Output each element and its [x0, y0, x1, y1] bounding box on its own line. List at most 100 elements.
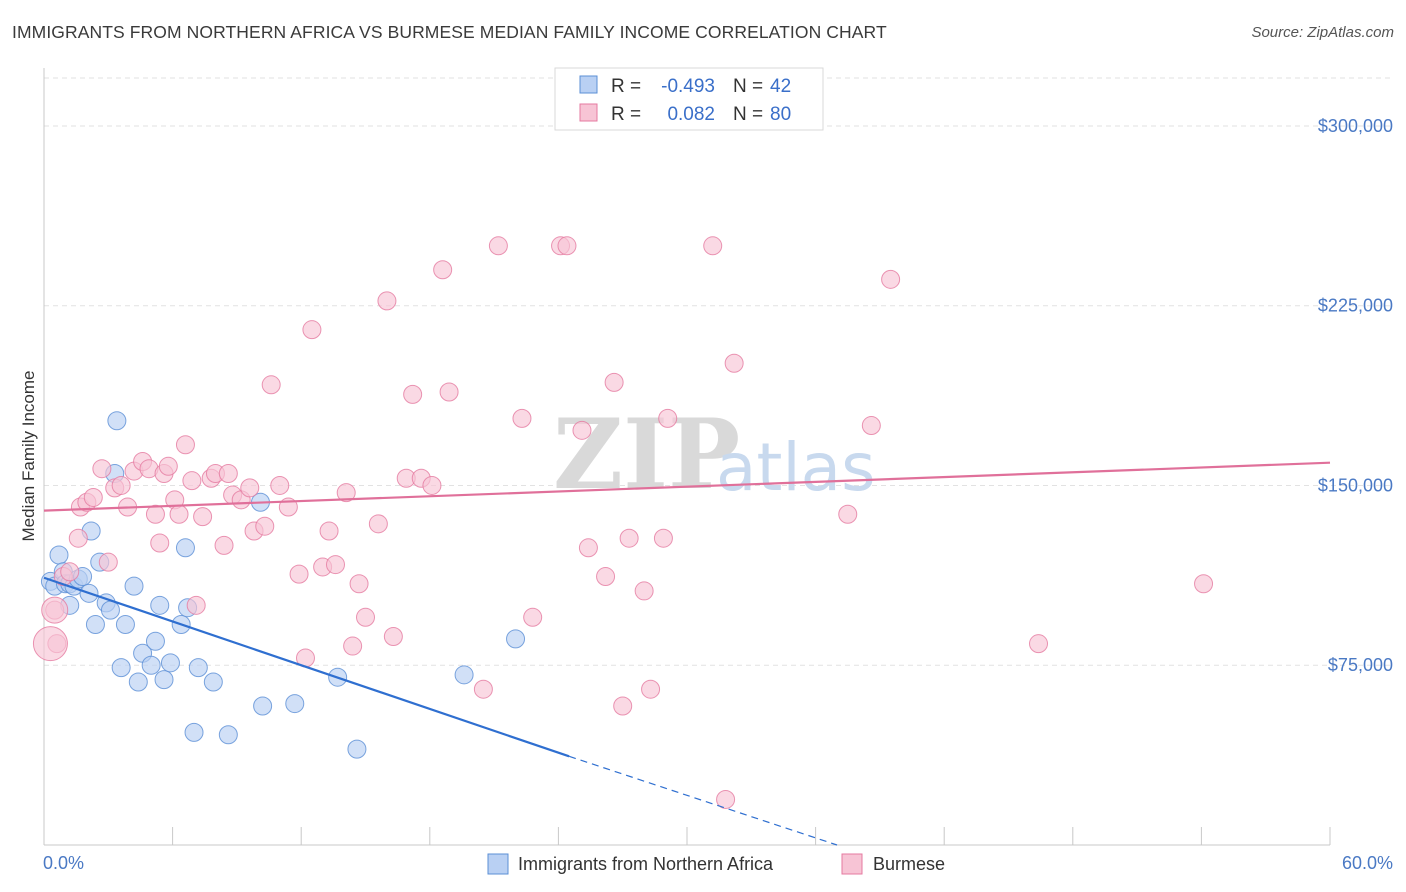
pink-point [473, 679, 493, 699]
pink-point [32, 626, 68, 662]
pink-point [658, 408, 678, 428]
pink-point [41, 596, 69, 624]
pink-point [83, 487, 103, 507]
blue-point [49, 545, 69, 565]
pink-point [68, 528, 88, 548]
legend-label-blue: Immigrants from Northern Africa [518, 854, 774, 874]
pink-point [289, 564, 309, 584]
blue-point [141, 655, 161, 675]
pink-point [98, 552, 118, 572]
blue-point [107, 411, 127, 431]
stats-n-label-pink: N = [733, 104, 763, 125]
pink-point [403, 384, 423, 404]
pink-point [578, 538, 598, 558]
blue-point [347, 739, 367, 759]
pink-point [186, 595, 206, 615]
axes: $75,000 $150,000 $225,000 $300,000 0.0% 60.0% [43, 68, 1393, 873]
stats-n-value-blue: 42 [770, 76, 791, 97]
blue-point [218, 725, 238, 745]
blue-trend-line [43, 576, 570, 758]
watermark-zip: ZIP [553, 398, 740, 511]
trend-lines [43, 461, 1331, 846]
legend-label-pink: Burmese [873, 854, 945, 874]
x-tick-label: 0.0% [43, 853, 84, 873]
pink-point [349, 574, 369, 594]
pink-point [557, 236, 577, 256]
pink-point [169, 504, 189, 524]
pink-point [218, 463, 238, 483]
pink-point [703, 236, 723, 256]
blue-point [454, 665, 474, 685]
pink-point [716, 789, 736, 809]
blue-point [111, 658, 131, 678]
chart-source: Source: ZipAtlas.com [1251, 24, 1394, 41]
pink-point [145, 504, 165, 524]
pink-point [336, 483, 356, 503]
blue-point [188, 658, 208, 678]
pink-point [325, 555, 345, 575]
watermark: ZIP atlas [553, 398, 876, 511]
pink-point [60, 562, 80, 582]
legend-swatch-blue [487, 853, 509, 875]
pink-point [383, 626, 403, 646]
stats-n-value-pink: 80 [770, 104, 791, 125]
blue-point [506, 629, 526, 649]
blue-point [150, 595, 170, 615]
stats-swatch-pink [579, 103, 598, 122]
pink-point [255, 516, 275, 536]
pink-point [1194, 574, 1214, 594]
pink-point [572, 420, 592, 440]
pink-point [377, 291, 397, 311]
pink-point [596, 567, 616, 587]
blue-point [253, 696, 273, 716]
pink-point [182, 471, 202, 491]
pink-point [512, 408, 532, 428]
stats-swatch-blue [579, 75, 598, 94]
pink-point [433, 260, 453, 280]
pink-point [356, 607, 375, 627]
blue-point [184, 722, 204, 742]
x-tick-label: 60.0% [1342, 853, 1393, 873]
pink-trend-line [43, 461, 1331, 512]
blue-point [175, 538, 195, 558]
pink-point [838, 504, 858, 524]
blue-trend-extension [568, 755, 838, 846]
pink-point [343, 636, 363, 656]
blue-point [100, 600, 120, 620]
pink-point [193, 507, 213, 527]
pink-point [111, 475, 131, 495]
stats-r-value-pink: 0.082 [667, 104, 715, 125]
pink-point [619, 528, 639, 548]
pink-point [270, 475, 290, 495]
pink-point [439, 382, 459, 402]
pink-point [302, 320, 322, 340]
pink-point [613, 696, 633, 716]
blue-point [124, 576, 144, 596]
pink-point [641, 679, 661, 699]
pink-point [634, 581, 654, 601]
grid-lines [44, 77, 1392, 666]
pink-point [368, 514, 388, 534]
pink-point [158, 456, 178, 476]
legend-swatch-pink [841, 853, 863, 875]
pink-point [604, 372, 624, 392]
stats-r-label-blue: R = [611, 76, 641, 97]
y-tick-label: $75,000 [1328, 655, 1393, 675]
pink-point [261, 375, 281, 395]
stats-r-label-pink: R = [611, 104, 641, 125]
stats-n-label-blue: N = [733, 76, 763, 97]
pink-point [1029, 634, 1049, 654]
pink-point [881, 269, 901, 289]
pink-point [422, 475, 442, 495]
blue-point [285, 694, 305, 714]
watermark-atlas: atlas [716, 429, 876, 506]
stats-box: R = -0.493 N = 42 R = 0.082 N = 80 [554, 67, 824, 131]
pink-point [240, 478, 260, 498]
pink-point [861, 416, 881, 436]
y-axis-label: Median Family Income [19, 370, 38, 541]
pink-point [319, 521, 339, 541]
legend: Immigrants from Northern Africa Burmese [487, 853, 945, 875]
pink-point [92, 459, 112, 479]
blue-point [145, 631, 165, 651]
